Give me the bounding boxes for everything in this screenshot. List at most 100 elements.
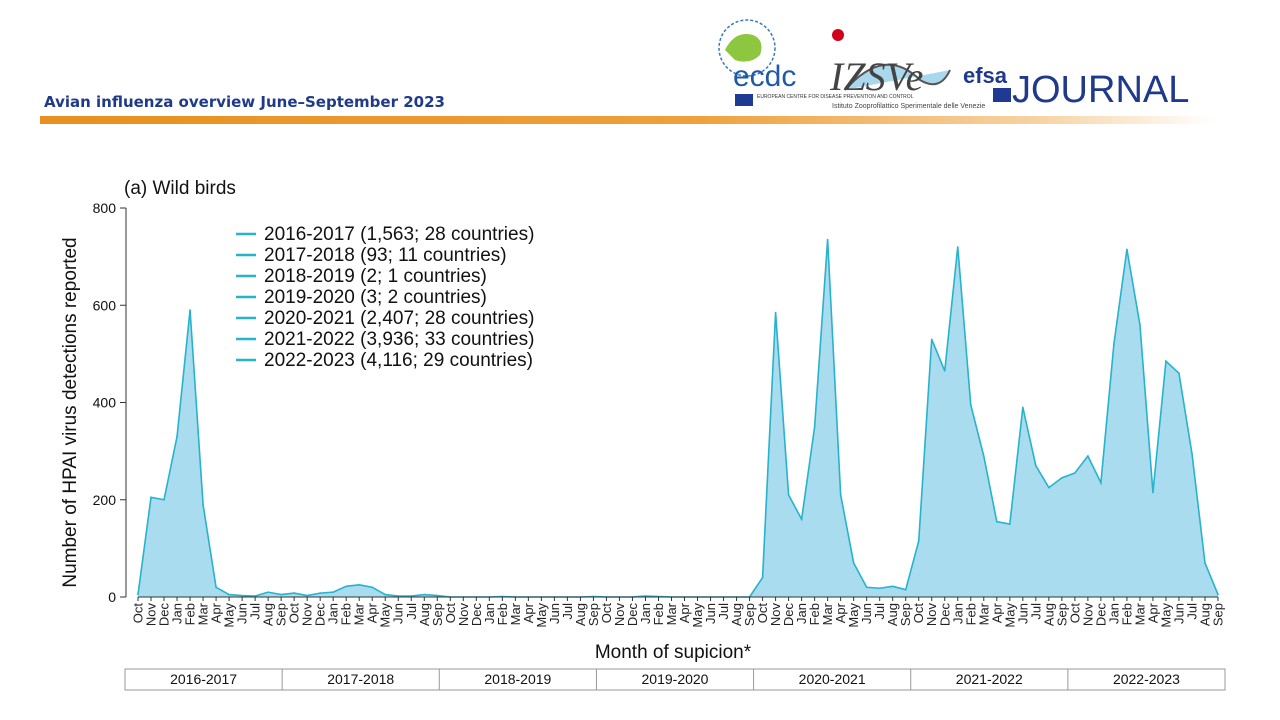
data-point xyxy=(982,455,985,457)
data-point xyxy=(930,338,933,341)
data-point xyxy=(813,426,816,428)
x-tick-label: Aug xyxy=(1041,603,1056,626)
data-point xyxy=(787,494,790,496)
x-tick-label: Jun xyxy=(859,603,874,624)
data-point xyxy=(1126,248,1128,251)
season-label: 2018-2019 xyxy=(484,671,551,687)
data-point xyxy=(306,594,308,597)
data-point xyxy=(1165,360,1167,362)
data-point xyxy=(1009,523,1011,525)
season-label: 2022-2023 xyxy=(1113,671,1180,687)
x-tick-label: Jul xyxy=(716,603,731,620)
data-point xyxy=(150,496,152,499)
detections-area xyxy=(138,239,1218,598)
y-tick-label: 200 xyxy=(93,492,117,508)
x-tick-label: Nov xyxy=(456,603,471,627)
data-point xyxy=(891,585,894,588)
x-tick-label: Mar xyxy=(664,602,679,625)
x-tick-label: Jan xyxy=(794,603,809,624)
y-tick-label: 800 xyxy=(93,200,117,216)
efsa-journal-logo: efsa JOURNAL xyxy=(963,63,1189,110)
legend-entry: 2022-2023 (4,116; 29 countries) xyxy=(264,350,533,371)
legend-entry: 2020-2021 (2,407; 28 countries) xyxy=(264,308,534,329)
x-tick-label: Nov xyxy=(768,603,783,627)
data-point xyxy=(436,594,439,597)
data-point xyxy=(826,238,829,241)
data-point xyxy=(1204,562,1206,564)
data-point xyxy=(241,594,243,597)
x-tick-label: Dec xyxy=(781,603,796,627)
data-point xyxy=(423,593,426,596)
data-point xyxy=(228,593,230,596)
x-tick-label: Jan xyxy=(170,603,185,624)
legend-entry: 2017-2018 (93; 11 countries) xyxy=(264,245,507,266)
x-tick-label: Jun xyxy=(1171,603,1186,624)
x-tick-label: Dec xyxy=(157,603,172,627)
data-point xyxy=(1035,464,1037,467)
data-point xyxy=(943,370,946,372)
data-point xyxy=(1113,343,1115,345)
x-tick-label: Dec xyxy=(625,603,640,627)
data-point xyxy=(189,309,191,311)
x-tick-label: Jul xyxy=(872,603,887,620)
header-bar xyxy=(40,116,1215,124)
season-label: 2019-2020 xyxy=(642,671,709,687)
ecdc-logo: ecdc EUROPEAN CENTRE FOR DISEASE PREVENT… xyxy=(718,19,914,106)
x-tick-label: Apr xyxy=(833,602,848,623)
x-tick-label: Mar xyxy=(352,602,367,625)
x-tick-label: May xyxy=(1002,603,1017,628)
x-tick-label: Sep xyxy=(430,603,445,626)
data-point xyxy=(1139,323,1141,326)
panel-label: (a) Wild birds xyxy=(124,178,236,199)
x-tick-label: Nov xyxy=(144,603,159,627)
x-tick-label: Jul xyxy=(248,603,263,620)
data-point xyxy=(332,591,334,593)
x-tick-label: Feb xyxy=(495,603,510,625)
y-tick-label: 0 xyxy=(108,589,116,605)
x-tick-label: Jan xyxy=(1106,603,1121,624)
data-point xyxy=(878,587,881,590)
y-tick-label: 600 xyxy=(93,297,117,313)
izs-logo: IZSVe Istituto Zooprofilattico Speriment… xyxy=(829,29,985,110)
publisher-logos: ecdc EUROPEAN CENTRE FOR DISEASE PREVENT… xyxy=(718,19,1189,110)
data-point xyxy=(397,595,400,597)
x-tick-label: Apr xyxy=(989,602,1004,623)
x-tick-label: Mar xyxy=(820,602,835,625)
season-label: 2016-2017 xyxy=(170,671,237,687)
x-tick-label: May xyxy=(1158,603,1173,628)
x-tick-label: Nov xyxy=(300,603,315,627)
data-point xyxy=(1022,406,1024,409)
x-tick-label: Dec xyxy=(469,603,484,627)
data-point xyxy=(865,586,868,589)
x-tick-label: Feb xyxy=(339,603,354,625)
x-tick-label: May xyxy=(690,603,705,628)
x-tick-label: Oct xyxy=(911,603,926,624)
x-tick-label: Jul xyxy=(404,603,419,620)
ecdc-logo-text: ecdc xyxy=(733,60,796,93)
data-point xyxy=(969,404,972,406)
data-point xyxy=(761,576,764,579)
data-point xyxy=(267,591,269,593)
legend-entry: 2016-2017 (1,563; 28 countries) xyxy=(264,224,534,245)
page-title: Avian influenza overview June–September … xyxy=(44,93,445,111)
x-tick-label: Apr xyxy=(1145,602,1160,623)
x-tick-label: Oct xyxy=(1067,603,1082,624)
x-tick-label: Dec xyxy=(937,603,952,627)
data-point xyxy=(800,518,803,520)
x-tick-label: Aug xyxy=(885,603,900,626)
data-point xyxy=(774,311,777,314)
data-point xyxy=(137,593,139,596)
data-point xyxy=(917,540,920,542)
x-tick-label: Feb xyxy=(183,603,198,625)
data-point xyxy=(293,592,295,594)
data-point xyxy=(176,435,178,438)
x-tick-label: Oct xyxy=(443,603,458,624)
izs-logo-text: IZSVe xyxy=(829,54,923,99)
x-axis: OctNovDecJanFebMarAprMayJunJulAugSepOctN… xyxy=(131,596,1226,628)
data-point xyxy=(384,593,387,596)
x-tick-label: Feb xyxy=(963,603,978,625)
legend-entry: 2021-2022 (3,936; 33 countries) xyxy=(264,329,534,350)
x-tick-label: Sep xyxy=(586,603,601,626)
data-point xyxy=(215,586,217,589)
